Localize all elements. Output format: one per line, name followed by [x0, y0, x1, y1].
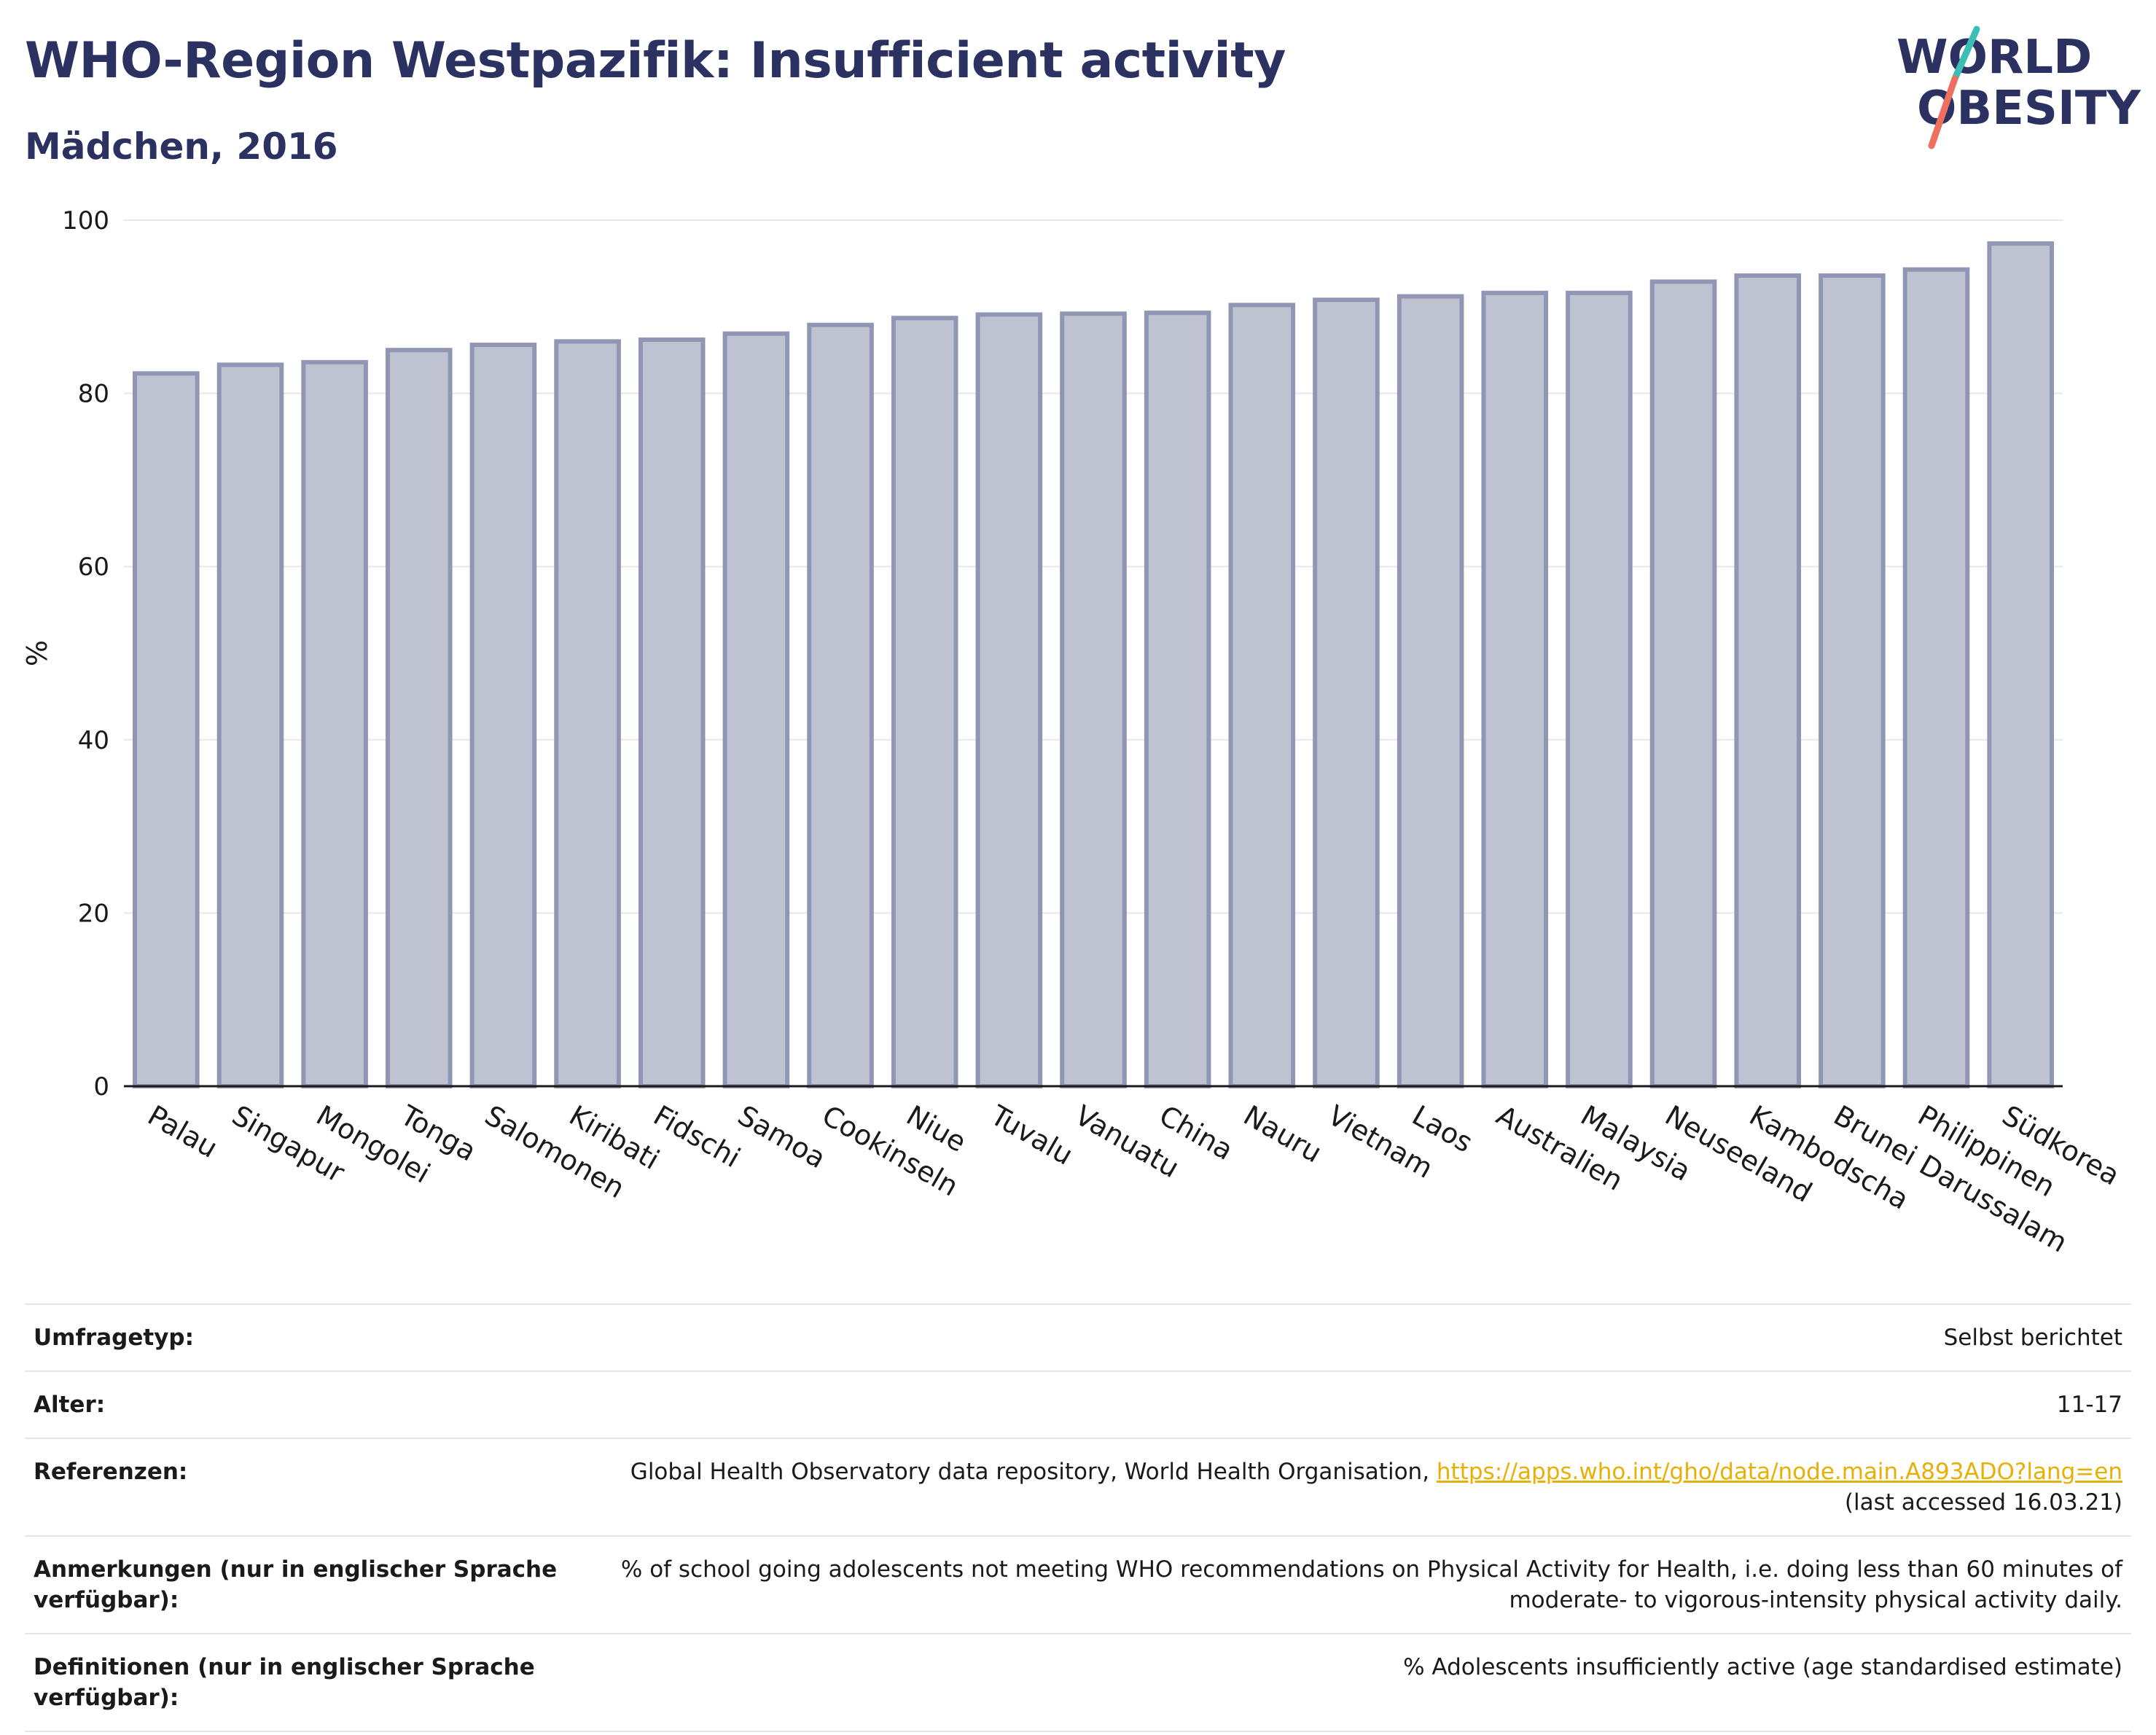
bar-fidschi [638, 337, 706, 1089]
reference-text: Global Health Observatory data repositor… [630, 1459, 1437, 1485]
bar-china [1144, 311, 1211, 1089]
info-value: 11-17 [567, 1371, 2131, 1438]
chart-subtitle: Mädchen, 2016 [25, 125, 338, 168]
reference-link[interactable]: https://apps.who.int/gho/data/node.main.… [1436, 1459, 2122, 1485]
info-value: Selbst berichtet [567, 1303, 2131, 1371]
info-value: % of school going adolescents not meetin… [567, 1535, 2131, 1634]
bar-nauru [1228, 303, 1296, 1089]
info-key: Alter: [25, 1371, 567, 1438]
bar-samoa [722, 331, 790, 1088]
bar-neuseeland [1649, 279, 1717, 1088]
y-axis-label: % [21, 640, 53, 666]
y-tick-label: 80 [78, 380, 109, 409]
y-tick-label: 0 [93, 1072, 109, 1102]
reference-accessed: (last accessed 16.03.21) [1844, 1489, 2122, 1516]
x-tick-label: Tuvalu [985, 1099, 1078, 1171]
bar-salomonen [469, 343, 537, 1088]
info-key: Umfragetyp: [25, 1303, 567, 1371]
x-tick-label: Nauru [1238, 1099, 1327, 1169]
info-row-definitions: Definitionen (nur in englischer Sprache … [25, 1633, 2131, 1732]
y-axis-ticks: 0 20 40 60 80 100 [62, 206, 109, 1102]
bar-kiribati [554, 339, 621, 1088]
logo-slash-coral [1928, 75, 1958, 149]
chart-title: WHO-Region Westpazifik: Insufficient act… [25, 32, 1286, 90]
bar-brunei-darussalam [1819, 273, 1886, 1089]
bar-vietnam [1313, 297, 1380, 1088]
bar-malaysia [1566, 290, 1633, 1089]
bar-kambodscha [1734, 273, 1802, 1089]
info-key: Anmerkungen (nur in englischer Sprache v… [25, 1535, 567, 1634]
bar-vanuatu [1060, 311, 1127, 1089]
y-tick-label: 40 [78, 726, 109, 755]
bar-australien [1481, 290, 1549, 1089]
logo-slash-teal [1951, 26, 1980, 82]
x-tick-label: Samoa [733, 1099, 831, 1175]
info-table: Umfragetyp: Selbst berichtet Alter: 11-1… [25, 1303, 2131, 1732]
x-axis-ticks: Palau SingapurMongoleiTongaSalomonenKirib… [142, 1099, 2125, 1259]
y-tick-label: 20 [78, 899, 109, 928]
world-obesity-logo: WORLD OBESITY [1897, 26, 2141, 149]
y-tick-label: 60 [78, 553, 109, 582]
info-row-notes: Anmerkungen (nur in englischer Sprache v… [25, 1535, 2131, 1634]
bar-laos [1397, 294, 1464, 1089]
bar-tonga [385, 348, 453, 1088]
info-row-references: Referenzen: Global Health Observatory da… [25, 1438, 2131, 1536]
info-row-survey-type: Umfragetyp: Selbst berichtet [25, 1303, 2131, 1371]
bar-cookinseln [807, 322, 874, 1088]
info-key: Definitionen (nur in englischer Sprache … [25, 1633, 567, 1732]
x-tick-label: Palau [142, 1099, 223, 1164]
x-tick-label: Fidschi [648, 1099, 746, 1174]
info-row-age: Alter: 11-17 [25, 1371, 2131, 1438]
bar-niue [891, 316, 958, 1088]
info-value: % Adolescents insufficiently active (age… [567, 1633, 2131, 1732]
info-key: Referenzen: [25, 1438, 567, 1536]
bar-mongolei [301, 359, 368, 1089]
logo-text-world: WORLD [1897, 31, 2092, 85]
y-tick-label: 100 [62, 206, 109, 235]
logo-text-obesity: OBESITY [1917, 82, 2141, 136]
bar-palau [133, 371, 200, 1088]
bar-singapur [216, 362, 284, 1088]
bar-südkorea [1987, 241, 2054, 1088]
bar-tuvalu [975, 312, 1043, 1089]
bars [133, 241, 2054, 1089]
bar-chart: 0 20 40 60 80 100 Palau SingapurMongoleiTongaS… [21, 206, 2125, 1259]
bar-philippinen [1902, 267, 1970, 1089]
